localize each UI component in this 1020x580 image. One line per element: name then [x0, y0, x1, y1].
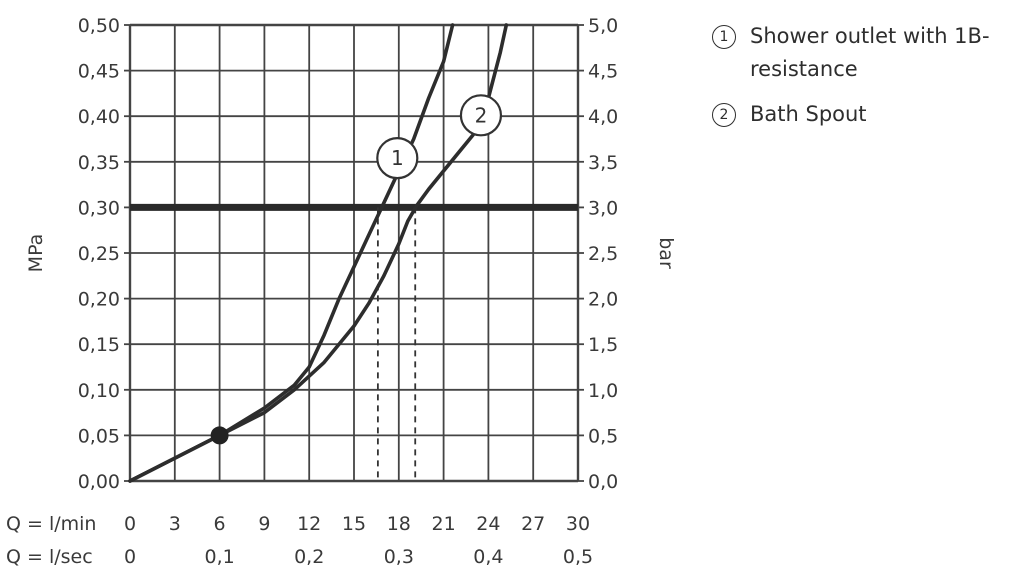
x-row2-tick-label: 0,1	[204, 546, 234, 568]
left-tick-label: 0,20	[78, 289, 120, 311]
legend-marker-2: 2	[712, 103, 736, 127]
x-row1-tick-label: 21	[432, 513, 456, 535]
right-tick-label: 0,0	[588, 471, 618, 493]
tick-labels: 0,000,050,100,150,200,250,300,350,400,45…	[6, 15, 618, 568]
x-row2-tick-label: 0,3	[384, 546, 414, 568]
left-axis-title: MPa	[25, 234, 47, 273]
x-row1-tick-label: 3	[169, 513, 181, 535]
left-tick-label: 0,25	[78, 243, 120, 265]
legend-item-shower: 1 Shower outlet with 1B-resistance	[712, 20, 1012, 86]
left-tick-label: 0,15	[78, 334, 120, 356]
x-row2-tick-label: 0,4	[473, 546, 503, 568]
x-row2-label: Q = l/sec	[6, 546, 93, 568]
legend: 1 Shower outlet with 1B-resistance 2 Bat…	[712, 20, 1012, 143]
x-row2-tick-label: 0,2	[294, 546, 324, 568]
right-tick-label: 4,0	[588, 106, 618, 128]
legend-label-shower: Shower outlet with 1B-resistance	[750, 24, 990, 81]
x-row1-tick-label: 24	[476, 513, 500, 535]
right-tick-label: 4,5	[588, 61, 618, 83]
series-line-1	[128, 23, 455, 483]
right-tick-label: 3,0	[588, 197, 618, 219]
grid	[124, 23, 584, 483]
x-row1-label: Q = l/min	[6, 513, 96, 535]
right-tick-label: 3,5	[588, 152, 618, 174]
left-tick-label: 0,35	[78, 152, 120, 174]
x-row1-tick-label: 9	[258, 513, 270, 535]
legend-marker-1: 1	[712, 25, 736, 49]
series-marker-label-2: 2	[475, 103, 488, 127]
legend-item-bath: 2 Bath Spout	[712, 98, 1012, 131]
left-tick-label: 0,45	[78, 61, 120, 83]
right-tick-label: 1,0	[588, 380, 618, 402]
right-tick-label: 2,5	[588, 243, 618, 265]
x-row1-tick-label: 15	[342, 513, 366, 535]
left-tick-label: 0,30	[78, 197, 120, 219]
left-tick-label: 0,00	[78, 471, 120, 493]
x-row2-tick-label: 0	[124, 546, 136, 568]
x-row1-tick-label: 6	[214, 513, 226, 535]
left-tick-label: 0,40	[78, 106, 120, 128]
common-point-dot	[210, 426, 229, 445]
series-marker-label-1: 1	[391, 146, 404, 170]
x-row1-tick-label: 27	[521, 513, 545, 535]
left-tick-label: 0,10	[78, 380, 120, 402]
x-row1-tick-label: 18	[387, 513, 411, 535]
x-row1-tick-label: 12	[297, 513, 321, 535]
x-row2-tick-label: 0,5	[563, 546, 593, 568]
legend-label-bath: Bath Spout	[750, 102, 867, 126]
right-tick-label: 2,0	[588, 289, 618, 311]
right-tick-label: 1,5	[588, 334, 618, 356]
right-axis-title: bar	[655, 237, 677, 269]
right-tick-label: 5,0	[588, 15, 618, 37]
right-tick-label: 0,5	[588, 425, 618, 447]
left-tick-label: 0,05	[78, 425, 120, 447]
left-tick-label: 0,50	[78, 15, 120, 37]
series-marker-2	[459, 94, 503, 137]
series-layer: 12	[128, 23, 509, 483]
x-row1-tick-label: 30	[566, 513, 590, 535]
series-marker-1	[376, 137, 419, 180]
x-row1-tick-label: 0	[124, 513, 136, 535]
